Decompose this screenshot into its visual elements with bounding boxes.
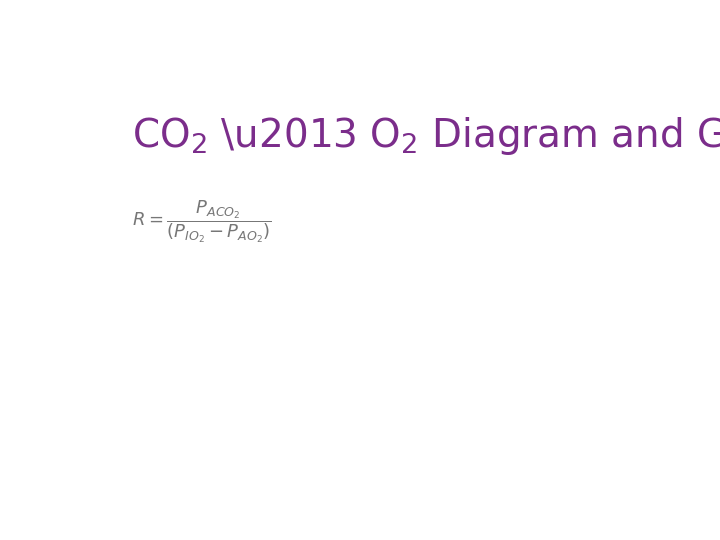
Text: $R = \dfrac{P_{ACO_2}}{(P_{IO_2} - P_{AO_2})}$: $R = \dfrac{P_{ACO_2}}{(P_{IO_2} - P_{AO… — [132, 198, 271, 245]
Text: CO$_2$ \u2013 O$_2$ Diagram and Gas Exchange: CO$_2$ \u2013 O$_2$ Diagram and Gas Exch… — [132, 114, 720, 157]
